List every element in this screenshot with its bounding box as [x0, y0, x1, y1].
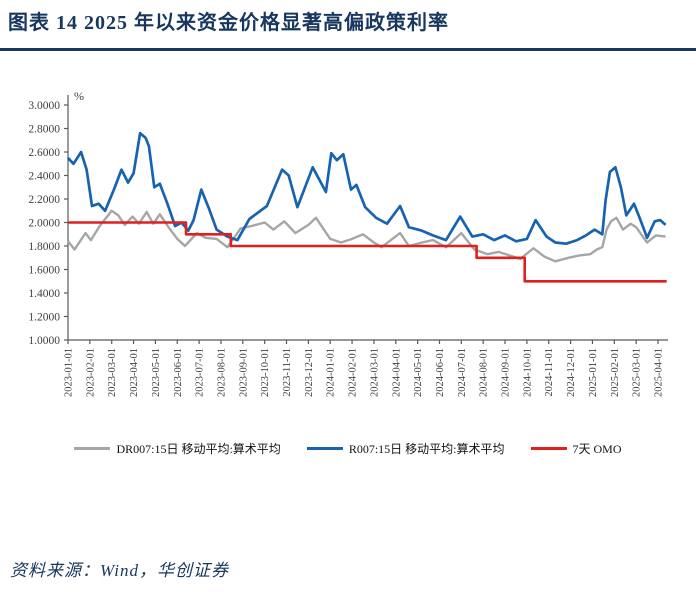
- svg-text:2024-06-01: 2024-06-01: [435, 348, 446, 397]
- svg-text:2024-12-01: 2024-12-01: [566, 348, 577, 397]
- svg-text:2024-04-01: 2024-04-01: [391, 348, 402, 397]
- legend-label-r007: R007:15日 移动平均:算术平均: [348, 442, 505, 456]
- omo-line-swatch: [530, 447, 567, 450]
- svg-text:1.2000: 1.2000: [28, 312, 60, 324]
- legend-item-omo: 7天 OMO: [530, 440, 622, 457]
- chart-legend: DR007:15日 移动平均:算术平均 R007:15日 移动平均:算术平均 7…: [0, 440, 696, 457]
- axes: [64, 95, 668, 344]
- svg-text:2025-01-01: 2025-01-01: [588, 348, 599, 397]
- y-axis-unit-label: %: [74, 89, 84, 103]
- data-source-note: 资料来源：Wind，华创证券: [10, 561, 229, 580]
- svg-text:2025-02-01: 2025-02-01: [610, 348, 621, 397]
- series-1: [67, 131, 667, 246]
- svg-text:2024-07-01: 2024-07-01: [457, 348, 468, 397]
- svg-text:1.8000: 1.8000: [28, 241, 60, 253]
- legend-item-dr007: DR007:15日 移动平均:算术平均: [74, 440, 281, 457]
- svg-text:2024-03-01: 2024-03-01: [369, 348, 380, 397]
- svg-text:2.2000: 2.2000: [28, 194, 60, 206]
- svg-text:2023-03-01: 2023-03-01: [107, 348, 118, 397]
- title-rule: [0, 48, 696, 51]
- svg-text:2024-05-01: 2024-05-01: [413, 348, 424, 397]
- svg-text:2025-03-01: 2025-03-01: [632, 348, 643, 397]
- svg-text:1.4000: 1.4000: [28, 288, 60, 300]
- svg-text:2023-06-01: 2023-06-01: [173, 348, 184, 397]
- svg-text:2023-12-01: 2023-12-01: [304, 348, 315, 397]
- series-2: [68, 221, 667, 283]
- svg-text:2023-05-01: 2023-05-01: [151, 348, 162, 397]
- svg-text:2024-01-01: 2024-01-01: [326, 348, 337, 397]
- y-axis-labels: 3.0000 2.8000 2.6000 2.4000 2.2000 2.0000 1.80…: [28, 100, 60, 347]
- svg-text:2023-10-01: 2023-10-01: [260, 348, 271, 397]
- legend-label-omo: 7天 OMO: [572, 442, 622, 456]
- svg-text:2025-04-01: 2025-04-01: [654, 348, 665, 397]
- svg-text:2.0000: 2.0000: [28, 218, 60, 230]
- svg-text:2024-02-01: 2024-02-01: [348, 348, 359, 397]
- legend-label-dr007: DR007:15日 移动平均:算术平均: [116, 442, 281, 456]
- svg-text:2023-01-01: 2023-01-01: [64, 348, 75, 397]
- svg-text:3.0000: 3.0000: [28, 100, 60, 112]
- legend-item-r007: R007:15日 移动平均:算术平均: [306, 440, 505, 457]
- svg-text:2023-04-01: 2023-04-01: [129, 348, 140, 397]
- svg-text:2023-09-01: 2023-09-01: [238, 348, 249, 397]
- chart-canvas: % 3.0000 2.8000 2.6000 2.4000 2.2000 2.0000 1.8…: [28, 89, 668, 397]
- svg-text:2023-07-01: 2023-07-01: [195, 348, 206, 397]
- svg-text:2024-10-01: 2024-10-01: [522, 348, 533, 397]
- svg-text:2.6000: 2.6000: [28, 147, 60, 159]
- svg-text:2024-09-01: 2024-09-01: [501, 348, 512, 397]
- svg-text:2023-11-01: 2023-11-01: [282, 348, 293, 397]
- svg-text:2024-08-01: 2024-08-01: [479, 348, 490, 397]
- svg-text:1.6000: 1.6000: [28, 265, 60, 277]
- chart-title: 图表 14 2025 年以来资金价格显著高偏政策利率: [8, 12, 449, 34]
- svg-text:2023-02-01: 2023-02-01: [85, 348, 96, 397]
- dr007-line-swatch: [74, 447, 111, 450]
- svg-text:2.4000: 2.4000: [28, 171, 60, 183]
- series-0: [67, 209, 666, 263]
- svg-text:2024-11-01: 2024-11-01: [544, 348, 555, 397]
- x-axis-labels: 2023-01-01 2023-02-01 2023-03-01 2023-04-01…: [64, 348, 665, 397]
- line-chart: % 3.0000 2.8000 2.6000 2.4000 2.2000 2.0000 1.8…: [0, 58, 696, 430]
- r007-line-swatch: [306, 447, 343, 450]
- svg-text:2.8000: 2.8000: [28, 124, 60, 136]
- svg-text:1.0000: 1.0000: [28, 335, 60, 347]
- svg-text:2023-08-01: 2023-08-01: [216, 348, 227, 397]
